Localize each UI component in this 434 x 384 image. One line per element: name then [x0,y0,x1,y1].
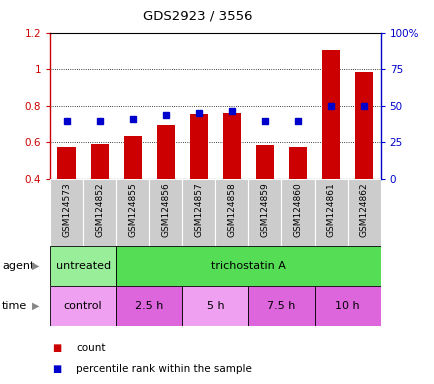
Text: count: count [76,343,105,353]
Text: 7.5 h: 7.5 h [266,301,295,311]
Text: time: time [2,301,27,311]
Text: ▶: ▶ [32,301,40,311]
Text: GSM124862: GSM124862 [359,182,368,237]
Text: ■: ■ [52,343,61,353]
Bar [116,286,182,326]
Text: trichostatin A: trichostatin A [210,261,285,271]
Text: GSM124855: GSM124855 [128,182,137,237]
Bar [57,147,76,179]
Bar [354,72,372,179]
Bar [215,179,248,246]
Text: agent: agent [2,261,34,271]
Text: 2.5 h: 2.5 h [135,301,163,311]
Bar [50,286,116,326]
Bar [156,125,174,179]
Text: GSM124852: GSM124852 [95,182,104,237]
Text: GSM124857: GSM124857 [194,182,203,237]
Bar [314,286,380,326]
Text: percentile rank within the sample: percentile rank within the sample [76,364,251,374]
Bar [288,147,306,179]
Text: GSM124859: GSM124859 [260,182,269,237]
Bar [116,179,149,246]
Bar [222,113,240,179]
Bar [281,179,314,246]
Bar [83,179,116,246]
Bar [248,286,314,326]
Text: GSM124573: GSM124573 [62,182,71,237]
Text: ▶: ▶ [32,261,40,271]
Text: control: control [64,301,102,311]
Text: untreated: untreated [56,261,110,271]
Bar [248,179,281,246]
Text: GSM124858: GSM124858 [227,182,236,237]
Bar [50,179,83,246]
Bar [314,179,347,246]
Bar [50,246,116,286]
Text: GSM124856: GSM124856 [161,182,170,237]
Text: GSM124860: GSM124860 [293,182,302,237]
Text: GDS2923 / 3556: GDS2923 / 3556 [143,10,252,23]
Bar [321,50,339,179]
Bar [182,179,215,246]
Bar [90,144,108,179]
Bar [149,179,182,246]
Bar [116,246,380,286]
Bar [182,286,248,326]
Text: 10 h: 10 h [335,301,359,311]
Text: ■: ■ [52,364,61,374]
Bar [123,136,141,179]
Bar [189,114,207,179]
Text: 5 h: 5 h [206,301,224,311]
Text: GSM124861: GSM124861 [326,182,335,237]
Bar [347,179,380,246]
Bar [255,145,273,179]
